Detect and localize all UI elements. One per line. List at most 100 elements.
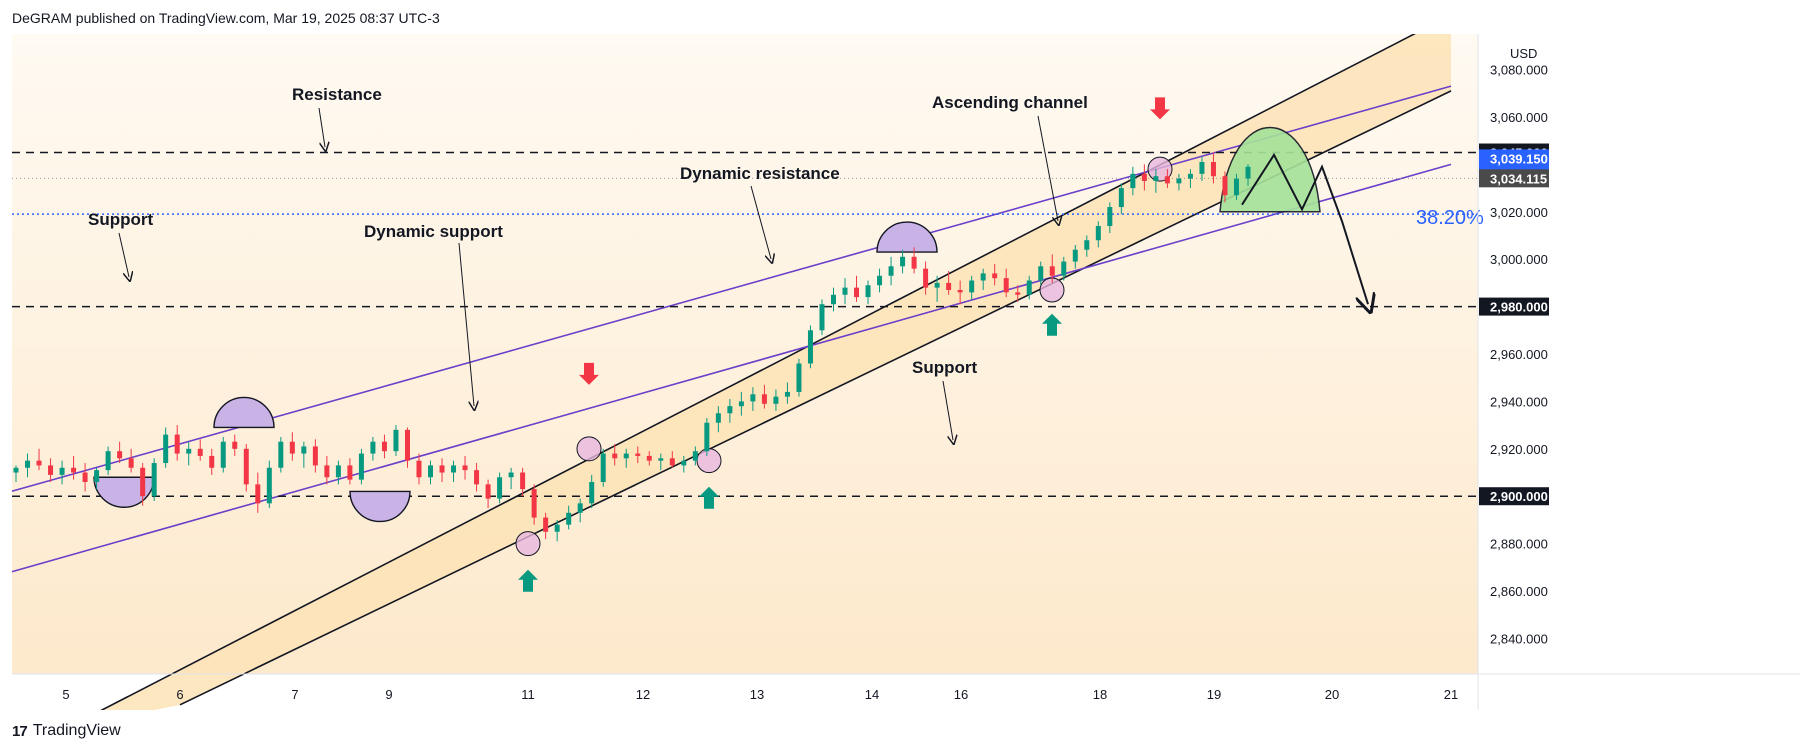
candle-body[interactable] [381, 441, 387, 452]
candle-body[interactable] [1153, 176, 1159, 181]
candle-body[interactable] [474, 470, 480, 485]
candle-body[interactable] [1130, 173, 1136, 189]
dynamic-trend-line[interactable] [0, 163, 1452, 588]
candle-body[interactable] [577, 503, 583, 513]
candle-body[interactable] [911, 256, 917, 269]
candle-body[interactable] [197, 448, 203, 456]
currency-label[interactable]: USD [1510, 46, 1537, 61]
candle-body[interactable] [946, 282, 952, 290]
candle-body[interactable] [497, 477, 503, 499]
black-price-badge[interactable] [1479, 297, 1549, 316]
candle-body[interactable] [635, 453, 641, 456]
candle-body[interactable] [566, 512, 572, 525]
candle-body[interactable] [600, 453, 606, 482]
candle-body[interactable] [1141, 173, 1147, 181]
candle-body[interactable] [485, 484, 491, 499]
candle-body[interactable] [1084, 240, 1090, 250]
candle-body[interactable] [934, 282, 940, 288]
candle-body[interactable] [992, 273, 998, 279]
candle-body[interactable] [232, 441, 238, 449]
candle-body[interactable] [347, 465, 353, 480]
candle-body[interactable] [209, 455, 215, 468]
candle-body[interactable] [531, 489, 537, 518]
candle-body[interactable] [358, 453, 364, 480]
candle-body[interactable] [1187, 173, 1193, 179]
candle-body[interactable] [854, 287, 860, 298]
candle-body[interactable] [692, 451, 698, 461]
candle-body[interactable] [451, 465, 457, 473]
price-chart[interactable]: Resistance Support Dynamic support Dynamic … [0, 14, 1800, 730]
candle-body[interactable] [727, 406, 733, 414]
candle-body[interactable] [335, 465, 341, 478]
candle-body[interactable] [428, 465, 434, 478]
candle-body[interactable] [658, 458, 664, 461]
black-price-badge[interactable] [1479, 487, 1549, 506]
ascending-channel-line[interactable] [65, 14, 1452, 730]
candle-body[interactable] [128, 458, 134, 468]
candle-body[interactable] [393, 429, 399, 452]
candle-body[interactable] [980, 273, 986, 281]
candle-body[interactable] [25, 460, 31, 468]
candle-body[interactable] [969, 280, 975, 293]
candle-body[interactable] [773, 396, 779, 404]
candle-body[interactable] [220, 441, 226, 468]
candle-body[interactable] [623, 453, 629, 459]
candle-body[interactable] [612, 453, 618, 459]
candle-body[interactable] [404, 429, 410, 461]
candle-body[interactable] [508, 472, 514, 478]
gray-price-badge[interactable] [1479, 169, 1549, 188]
candle-body[interactable] [59, 467, 65, 475]
candle-body[interactable] [1176, 178, 1182, 184]
candle-body[interactable] [1210, 162, 1216, 177]
candle-body[interactable] [957, 290, 963, 293]
candle-body[interactable] [36, 460, 42, 466]
candle-body[interactable] [1003, 278, 1009, 293]
candle-body[interactable] [669, 458, 675, 466]
candle-body[interactable] [681, 460, 687, 466]
candle-body[interactable] [13, 467, 19, 473]
candle-body[interactable] [163, 434, 169, 464]
candle-body[interactable] [1095, 226, 1101, 241]
candle-body[interactable] [646, 455, 652, 461]
candle-body[interactable] [266, 467, 272, 504]
candle-body[interactable] [243, 448, 249, 485]
candle-body[interactable] [761, 394, 767, 404]
candle-body[interactable] [174, 434, 180, 454]
candle-body[interactable] [1233, 178, 1239, 196]
candle-body[interactable] [842, 287, 848, 295]
candle-body[interactable] [370, 441, 376, 454]
dynamic-trend-line[interactable] [0, 85, 1452, 508]
candle-body[interactable] [117, 451, 123, 459]
candle-body[interactable] [462, 465, 468, 471]
candle-body[interactable] [865, 285, 871, 298]
candle-body[interactable] [151, 463, 157, 497]
candle-body[interactable] [877, 275, 883, 286]
candle-body[interactable] [186, 448, 192, 454]
candle-body[interactable] [1049, 266, 1055, 276]
candle-body[interactable] [750, 394, 756, 402]
candle-body[interactable] [48, 465, 54, 475]
candle-body[interactable] [923, 268, 929, 288]
candle-body[interactable] [520, 472, 526, 490]
candle-body[interactable] [1026, 280, 1032, 295]
candle-body[interactable] [140, 467, 146, 497]
candle-body[interactable] [554, 524, 560, 532]
candle-body[interactable] [439, 465, 445, 473]
candle-body[interactable] [82, 472, 88, 482]
candle-body[interactable] [312, 446, 318, 466]
candle-body[interactable] [796, 363, 802, 392]
candle-body[interactable] [1245, 166, 1251, 179]
candle-body[interactable] [1072, 249, 1078, 262]
candle-body[interactable] [819, 304, 825, 331]
candle-body[interactable] [1199, 162, 1205, 174]
candle-body[interactable] [1015, 292, 1021, 295]
candle-body[interactable] [1038, 266, 1044, 281]
candle-body[interactable] [1061, 261, 1067, 276]
chart-area[interactable]: Resistance Support Dynamic support Dynamic … [0, 14, 1800, 730]
candle-body[interactable] [1164, 176, 1170, 184]
candle-body[interactable] [301, 446, 307, 454]
projection-path[interactable] [1241, 152, 1368, 304]
candle-body[interactable] [105, 451, 111, 471]
candle-body[interactable] [416, 460, 422, 478]
candle-body[interactable] [807, 330, 813, 364]
